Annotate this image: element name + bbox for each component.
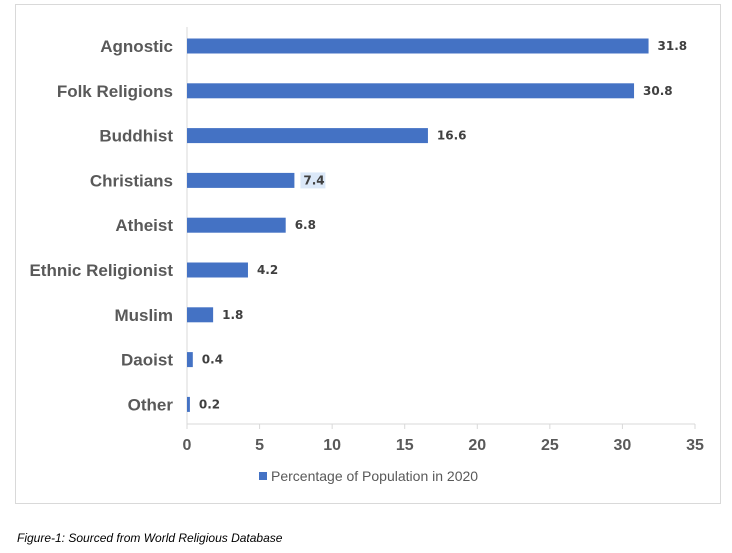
data-label: 0.4 [202,353,223,367]
figure-caption: Figure-1: Sourced from World Religious D… [17,531,283,545]
category-label: Other [128,395,174,414]
x-tick-label: 30 [614,437,632,454]
legend-label: Percentage of Population in 2020 [271,468,478,484]
category-label: Atheist [115,216,173,235]
bar [187,128,428,144]
bar [187,83,635,99]
bar [187,352,193,368]
data-label: 30.8 [643,84,673,98]
x-tick-label: 5 [255,437,264,454]
data-label-highlight [300,172,326,189]
bar [187,307,214,323]
x-tick-label: 0 [183,437,192,454]
data-label: 4.2 [257,263,278,277]
legend-swatch [259,472,267,480]
data-label: 0.2 [199,397,220,411]
data-label: 16.6 [437,129,467,143]
x-tick-label: 35 [686,437,704,454]
bar [187,262,248,278]
data-label: 6.8 [295,218,316,232]
category-label: Ethnic Religionist [29,261,173,280]
bar [187,396,190,412]
bar-chart: 0 5 10 15 20 25 30 35 Agnostic 31.8 Folk Religions… [29,27,704,484]
chart-frame: 0 5 10 15 20 25 30 35 Agnostic 31.8 Folk Religions… [15,4,721,504]
category-label: Folk Religions [57,82,173,101]
category-label: Agnostic [100,37,173,56]
category-label: Daoist [121,351,173,370]
category-label: Buddhist [99,127,173,146]
data-label: 1.8 [222,308,243,322]
x-tick-label: 25 [541,437,559,454]
x-tick-label: 15 [396,437,414,454]
x-tick-label: 10 [323,437,341,454]
category-label: Christians [90,171,173,190]
bar [187,38,649,54]
data-label: 7.4 [303,173,324,187]
bar [187,172,295,188]
x-tick-label: 20 [468,437,486,454]
category-label: Muslim [114,306,173,325]
bar [187,217,286,233]
data-label: 31.8 [658,39,688,53]
